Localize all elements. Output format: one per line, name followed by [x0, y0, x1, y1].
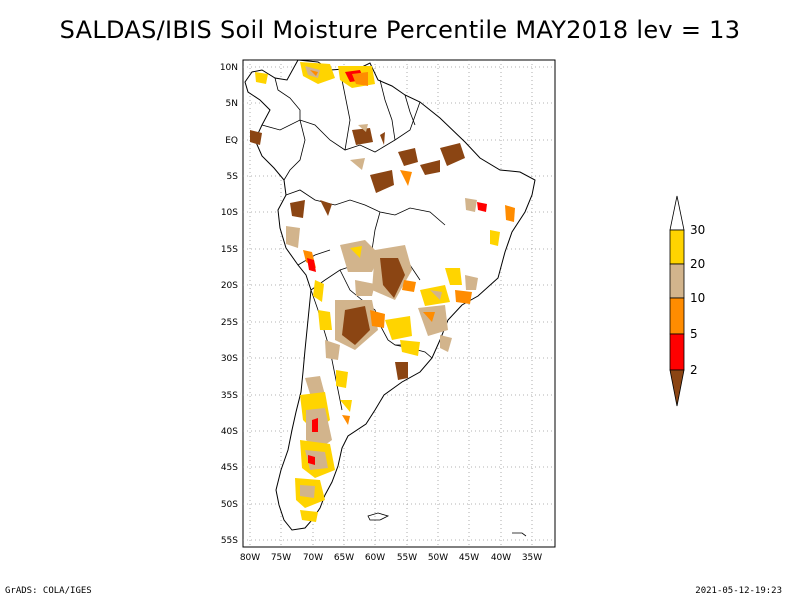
lat-label: 50S	[221, 500, 238, 510]
lat-label: 30S	[221, 354, 238, 364]
lat-label: EQ	[225, 136, 238, 146]
lon-label: 50W	[428, 553, 448, 563]
colorbar-segment-2-5	[669, 333, 685, 371]
lat-label: 20S	[221, 281, 238, 291]
lat-label: 10S	[221, 208, 238, 218]
percentile-patches	[250, 62, 515, 522]
colorbar-label: 20	[690, 257, 705, 271]
lat-label: 10N	[220, 63, 238, 73]
lon-label: 55W	[397, 553, 417, 563]
colorbar-label: 2	[690, 363, 698, 377]
colorbar-labels: 30 20 10 5 2	[690, 223, 705, 377]
chart-title: SALDAS/IBIS Soil Moisture Percentile MAY…	[59, 16, 741, 44]
lon-labels: 80W 75W 70W 65W 60W 55W 50W 45W 40W 35W	[240, 553, 542, 563]
lon-label: 60W	[365, 553, 385, 563]
lon-label: 65W	[334, 553, 354, 563]
lat-labels: 10N 5N EQ 5S 10S 15S 20S 25S 30S 35S 40S…	[220, 63, 238, 546]
lat-label: 45S	[221, 463, 238, 473]
footer-credit: GrADS: COLA/IGES	[5, 586, 92, 596]
lon-label: 80W	[240, 553, 260, 563]
lat-label: 40S	[221, 427, 238, 437]
lon-label: 40W	[491, 553, 511, 563]
colorbar	[669, 195, 685, 407]
lat-label: 5S	[227, 172, 239, 182]
colorbar-bottom-triangle	[669, 369, 685, 407]
colorbar-label: 10	[690, 291, 705, 305]
lon-label: 70W	[303, 553, 323, 563]
lon-label: 35W	[522, 553, 542, 563]
colorbar-label: 30	[690, 223, 705, 237]
lat-label: 5N	[226, 99, 238, 109]
colorbar-segment-10-20	[669, 263, 685, 299]
lat-label: 25S	[221, 318, 238, 328]
colorbar-top-triangle	[669, 195, 685, 231]
colorbar-segment-5-10	[669, 297, 685, 335]
islands	[367, 512, 527, 537]
lat-label: 55S	[221, 536, 238, 546]
footer-timestamp: 2021-05-12-19:23	[695, 586, 782, 596]
colorbar-segment-20-30	[669, 229, 685, 265]
colorbar-label: 5	[690, 327, 698, 341]
lon-label: 45W	[459, 553, 479, 563]
lon-label: 75W	[271, 553, 291, 563]
lat-label: 35S	[221, 391, 238, 401]
lat-label: 15S	[221, 245, 238, 255]
